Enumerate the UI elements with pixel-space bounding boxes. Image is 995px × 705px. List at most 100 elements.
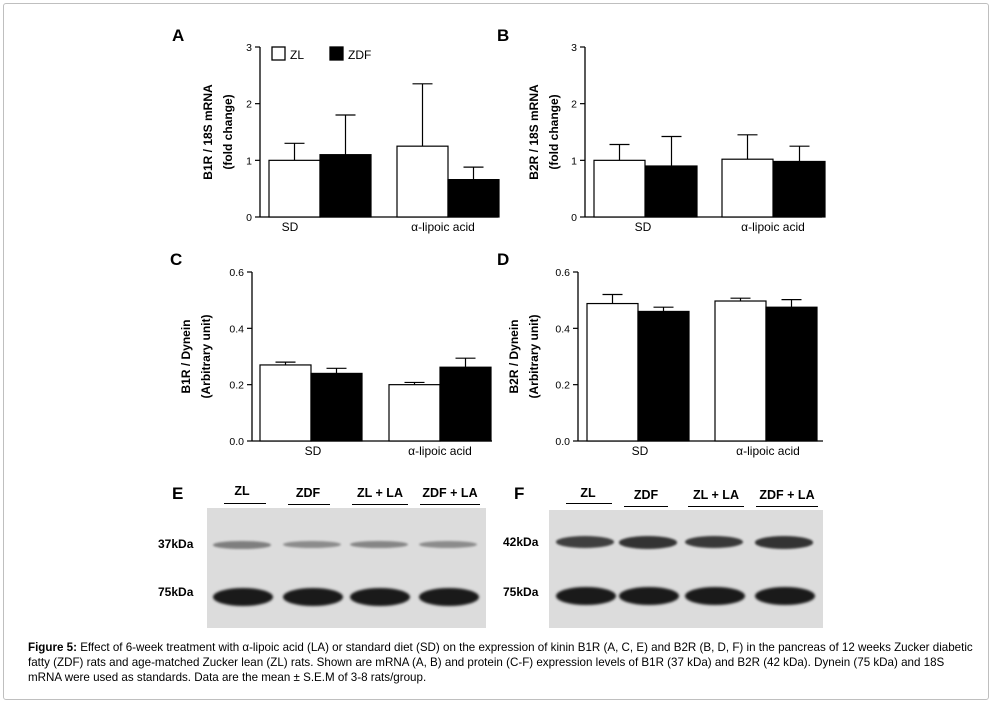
lane-underline: [224, 503, 266, 504]
band-dynein: [283, 588, 343, 606]
lane-underline: [688, 506, 744, 507]
band-target: [350, 541, 408, 549]
lane-underline: [288, 504, 330, 505]
legend-swatch-zl: [271, 46, 286, 61]
band-dynein: [350, 588, 410, 606]
bar: [645, 165, 698, 218]
band-target: [755, 536, 813, 549]
band-dynein: [755, 587, 815, 605]
panel-label-b: B: [497, 26, 510, 45]
bar: [259, 364, 312, 442]
figure-frame: [3, 3, 989, 700]
band-target: [685, 536, 743, 549]
y-axis-label: B1R / 18S mRNA: [201, 84, 215, 180]
caption-lead: Figure 5:: [28, 641, 77, 654]
y-axis-label: (fold change): [221, 94, 235, 169]
category-label: SD: [635, 220, 652, 234]
y-tick-label: 0: [571, 212, 577, 224]
lane-underline: [566, 503, 612, 504]
y-axis-label: (Arbitrary unit): [527, 314, 541, 398]
lane-underline: [756, 506, 818, 507]
band-target: [419, 541, 477, 549]
bar: [439, 366, 492, 442]
category-label: α-lipoic acid: [411, 220, 475, 234]
bar-charts: 0 1 2 3 SD α-lipoic acid B1R / 18S mRNA (fold c…: [179, 42, 826, 458]
category-label: SD: [632, 444, 649, 458]
panel-label-d: D: [497, 250, 510, 269]
band-size-label: 75kDa: [158, 585, 194, 599]
lane-underline: [352, 504, 408, 505]
lane-underline: [624, 506, 668, 507]
category-label: α-lipoic acid: [741, 220, 805, 234]
band-size-label: 42kDa: [503, 535, 539, 549]
caption-text: Effect of 6-week treatment with α-lipoic…: [28, 641, 973, 684]
lane-label: ZDF: [295, 486, 321, 500]
category-label: α-lipoic acid: [736, 444, 800, 458]
bar: [721, 158, 774, 218]
y-axis-label: B1R / Dynein: [179, 319, 193, 393]
panel-label-f: F: [514, 484, 525, 503]
legend-label-zl: ZL: [290, 48, 304, 62]
band-target: [283, 541, 341, 549]
bar: [447, 179, 500, 218]
y-tick-label: 2: [571, 99, 577, 111]
blot-image-e: [207, 508, 486, 628]
legend-label-zdf: ZDF: [348, 48, 371, 62]
bar: [268, 159, 321, 218]
bar: [319, 154, 372, 218]
lane-underline: [420, 504, 480, 505]
y-tick-label: 1: [246, 155, 252, 167]
y-tick-label: 2: [246, 99, 252, 111]
bar: [593, 159, 646, 218]
band-dynein: [619, 587, 679, 605]
blot-image-f: [549, 510, 823, 628]
category-label: α-lipoic acid: [408, 444, 472, 458]
y-tick-label: 1: [571, 155, 577, 167]
bar: [388, 384, 441, 442]
panel-label-e: E: [172, 484, 184, 503]
y-tick-label: 0.6: [555, 267, 570, 279]
lane-label: ZL + LA: [693, 488, 739, 502]
y-tick-label: 0.4: [229, 323, 244, 335]
band-dynein: [419, 588, 479, 606]
band-size-label: 37kDa: [158, 537, 194, 551]
lane-label: ZL: [580, 486, 596, 500]
bar: [637, 310, 690, 442]
y-axis-label: (Arbitrary unit): [199, 314, 213, 398]
y-tick-label: 0: [246, 212, 252, 224]
band-target: [556, 536, 614, 549]
y-tick-label: 0.2: [555, 380, 570, 392]
band-dynein: [556, 587, 616, 605]
bar: [714, 300, 767, 442]
legend-swatch-zdf: [329, 46, 344, 61]
bar: [310, 372, 363, 442]
bar: [765, 306, 818, 442]
y-tick-label: 3: [571, 42, 577, 54]
lane-label: ZL + LA: [357, 486, 403, 500]
lane-label: ZDF: [633, 488, 659, 502]
lane-label: ZDF + LA: [422, 486, 478, 500]
band-target: [619, 536, 677, 549]
y-tick-label: 0.4: [555, 323, 570, 335]
category-label: SD: [305, 444, 322, 458]
lane-label: ZL: [234, 484, 250, 498]
figure-caption: Figure 5: Effect of 6-week treatment wit…: [28, 640, 973, 685]
panel-label-a: A: [172, 26, 185, 45]
bar: [773, 160, 826, 218]
lane-label: ZDF + LA: [759, 488, 815, 502]
band-size-label: 75kDa: [503, 585, 539, 599]
y-tick-label: 3: [246, 42, 252, 54]
bar: [396, 145, 449, 218]
y-axis-label: B2R / 18S mRNA: [527, 84, 541, 180]
y-axis-label: (fold change): [547, 94, 561, 169]
y-tick-label: 0.0: [229, 436, 244, 448]
band-target: [213, 540, 271, 549]
bar: [586, 302, 639, 442]
y-tick-label: 0.6: [229, 267, 244, 279]
band-dynein: [213, 588, 273, 606]
y-tick-label: 0.2: [229, 380, 244, 392]
y-axis-label: B2R / Dynein: [507, 319, 521, 393]
panel-label-c: C: [170, 250, 183, 269]
y-tick-label: 0.0: [555, 436, 570, 448]
category-label: SD: [282, 220, 299, 234]
